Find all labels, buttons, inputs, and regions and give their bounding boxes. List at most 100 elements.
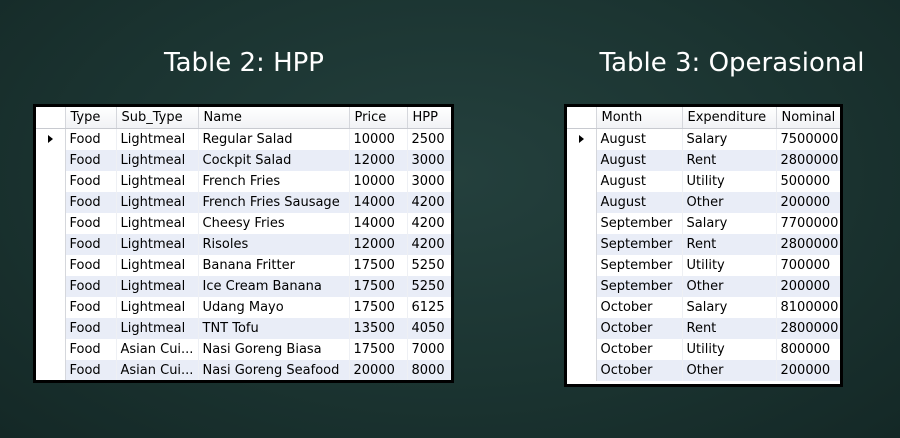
table-cell[interactable]: Lightmeal (116, 128, 199, 150)
table-cell[interactable]: Ice Cream Banana (198, 276, 350, 297)
column-header[interactable]: Expenditure (682, 107, 777, 129)
table-cell[interactable]: 200000 (776, 276, 840, 297)
table-cell[interactable]: 12000 (349, 234, 408, 255)
table-row[interactable]: September Rent 2800000 (567, 234, 840, 255)
table-cell[interactable]: September (596, 276, 683, 297)
row-selector[interactable] (36, 255, 66, 276)
table-cell[interactable]: September (596, 234, 683, 255)
table-cell[interactable]: 700000 (776, 255, 840, 276)
table-cell[interactable]: 3000 (407, 171, 451, 192)
row-selector[interactable] (36, 297, 66, 318)
row-selector[interactable] (567, 171, 597, 192)
table-cell[interactable]: French Fries (198, 171, 350, 192)
row-selector[interactable] (567, 150, 597, 171)
table-cell[interactable]: 6125 (407, 297, 451, 318)
table-cell[interactable]: Cheesy Fries (198, 213, 350, 234)
table-cell[interactable]: 10000 (349, 128, 408, 150)
table-cell[interactable]: 4200 (407, 213, 451, 234)
table-cell[interactable]: 200000 (776, 192, 840, 213)
table-cell[interactable]: Food (65, 192, 117, 213)
column-header[interactable]: Sub_Type (116, 107, 199, 129)
row-selector[interactable] (36, 360, 66, 380)
table-cell[interactable]: Banana Fritter (198, 255, 350, 276)
column-header[interactable]: Month (596, 107, 683, 129)
table-cell[interactable]: Rent (682, 318, 777, 339)
table-cell[interactable]: 17500 (349, 276, 408, 297)
table-cell[interactable]: Asian Cui... (116, 339, 199, 360)
column-header[interactable]: Name (198, 107, 350, 129)
table-cell[interactable]: Asian Cui... (116, 360, 199, 380)
table-cell[interactable]: Lightmeal (116, 192, 199, 213)
table-cell[interactable]: 13500 (349, 318, 408, 339)
table-cell[interactable]: 4200 (407, 234, 451, 255)
table-cell[interactable]: August (596, 150, 683, 171)
table-cell[interactable]: Nasi Goreng Biasa (198, 339, 350, 360)
table-cell[interactable]: Other (682, 192, 777, 213)
table-row[interactable]: September Utility 700000 (567, 255, 840, 276)
operasional-data-grid[interactable]: Month Expenditure Nominal August Salary 7500… (564, 104, 843, 387)
row-selector[interactable] (567, 192, 597, 213)
table-row[interactable]: Food Lightmeal Banana Fritter 17500 5250 (36, 255, 451, 276)
table-cell[interactable]: Utility (682, 255, 777, 276)
table-cell[interactable]: 17500 (349, 339, 408, 360)
column-header[interactable]: Nominal (776, 107, 840, 129)
table-cell[interactable]: TNT Tofu (198, 318, 350, 339)
table-row[interactable]: Food Lightmeal Risoles 12000 4200 (36, 234, 451, 255)
table-row[interactable]: August Utility 500000 (567, 171, 840, 192)
table-row[interactable]: September Salary 7700000 (567, 213, 840, 234)
table-cell[interactable]: 2800000 (776, 150, 840, 171)
table-row[interactable]: October Utility 800000 (567, 339, 840, 360)
row-selector[interactable] (36, 192, 66, 213)
table-cell[interactable]: August (596, 192, 683, 213)
column-header[interactable]: Price (349, 107, 408, 129)
row-selector[interactable] (36, 318, 66, 339)
table-row[interactable]: Food Lightmeal French Fries Sausage 14000 42… (36, 192, 451, 213)
row-selector[interactable] (36, 171, 66, 192)
table-cell[interactable]: Risoles (198, 234, 350, 255)
table-cell[interactable]: 10000 (349, 171, 408, 192)
table-cell[interactable]: Salary (682, 128, 777, 150)
table-cell[interactable]: Food (65, 360, 117, 380)
table-cell[interactable]: Other (682, 276, 777, 297)
table-row[interactable]: August Rent 2800000 (567, 150, 840, 171)
table-row[interactable]: Food Asian Cui... Nasi Goreng Seafood 20000… (36, 360, 451, 380)
table-cell[interactable]: 2500 (407, 128, 451, 150)
table-cell[interactable]: 17500 (349, 255, 408, 276)
table-cell[interactable]: 20000 (349, 360, 408, 380)
table-cell[interactable]: Food (65, 297, 117, 318)
table-row[interactable]: Food Lightmeal Ice Cream Banana 17500 5250 (36, 276, 451, 297)
table-cell[interactable]: 200000 (776, 360, 840, 381)
table-cell[interactable]: 7000 (407, 339, 451, 360)
row-selector[interactable] (567, 128, 597, 150)
table-row[interactable]: Food Lightmeal TNT Tofu 13500 4050 (36, 318, 451, 339)
table-cell[interactable]: 5250 (407, 276, 451, 297)
table-cell[interactable]: 12000 (349, 150, 408, 171)
table-cell[interactable]: August (596, 128, 683, 150)
table-cell[interactable]: 7700000 (776, 213, 840, 234)
table-cell[interactable]: 8100000 (776, 297, 840, 318)
row-header-corner[interactable] (36, 107, 66, 129)
table-cell[interactable]: September (596, 255, 683, 276)
table-cell[interactable]: Rent (682, 150, 777, 171)
table-cell[interactable]: 2800000 (776, 234, 840, 255)
table-row[interactable]: October Other 200000 (567, 360, 840, 381)
table-cell[interactable]: August (596, 171, 683, 192)
table-cell[interactable]: October (596, 318, 683, 339)
row-selector[interactable] (36, 150, 66, 171)
table-cell[interactable]: Nasi Goreng Seafood (198, 360, 350, 380)
table-row[interactable]: Food Lightmeal Cockpit Salad 12000 3000 (36, 150, 451, 171)
row-selector[interactable] (36, 339, 66, 360)
table-cell[interactable]: Food (65, 213, 117, 234)
column-header[interactable]: Type (65, 107, 117, 129)
table-cell[interactable]: Lightmeal (116, 171, 199, 192)
row-selector[interactable] (567, 234, 597, 255)
row-header-corner[interactable] (567, 107, 597, 129)
table-row[interactable]: Food Lightmeal Regular Salad 10000 2500 (36, 128, 451, 150)
table-cell[interactable]: Lightmeal (116, 276, 199, 297)
table-cell[interactable]: Lightmeal (116, 213, 199, 234)
table-cell[interactable]: Food (65, 339, 117, 360)
row-selector[interactable] (567, 360, 597, 381)
row-selector[interactable] (567, 276, 597, 297)
row-selector[interactable] (36, 276, 66, 297)
table-row[interactable]: August Salary 7500000 (567, 128, 840, 150)
